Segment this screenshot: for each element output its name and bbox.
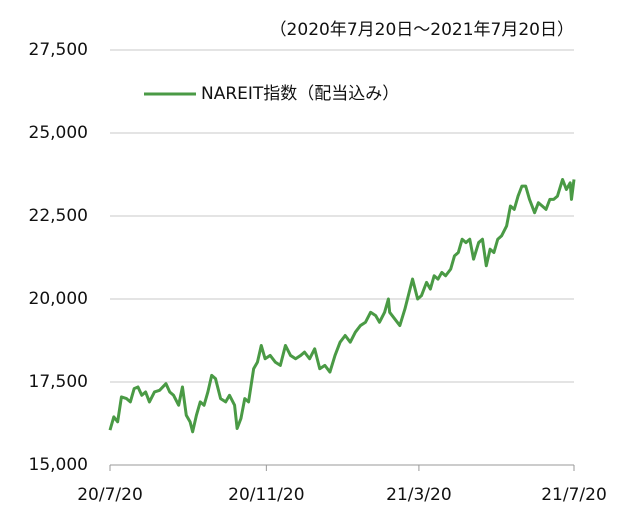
x-tick-label: 21/3/20 <box>386 485 452 505</box>
legend-label: NAREIT指数（配当込み） <box>201 84 399 104</box>
y-tick-label: 15,000 <box>29 455 88 475</box>
x-tick-label: 20/11/20 <box>228 485 304 505</box>
y-tick-label: 20,000 <box>29 289 88 309</box>
annotation: （2020年7月20日～2021年7月20日） <box>270 20 574 40</box>
y-tick-label: 25,000 <box>29 123 88 143</box>
y-tick-label: 17,500 <box>29 372 88 392</box>
y-tick-label: 22,500 <box>29 206 88 226</box>
data-line <box>108 177 576 434</box>
y-tick-label: 27,500 <box>29 40 88 60</box>
x-tick-label: 21/7/20 <box>541 485 607 505</box>
x-tick-label: 20/7/20 <box>77 485 143 505</box>
